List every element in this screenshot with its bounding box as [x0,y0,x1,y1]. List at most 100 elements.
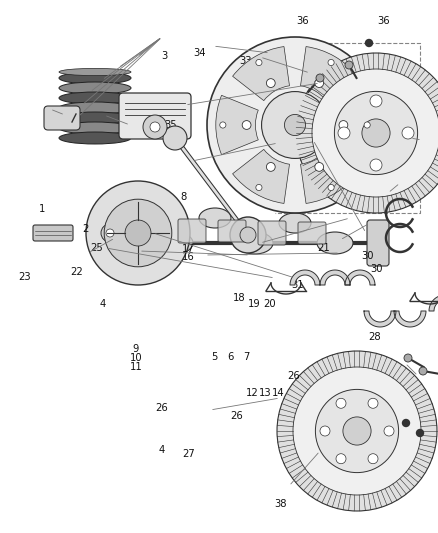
Circle shape [403,419,410,426]
Circle shape [339,120,348,130]
Circle shape [315,163,324,171]
Text: 34: 34 [193,49,205,58]
Circle shape [220,122,226,128]
Circle shape [293,367,421,495]
Text: 30: 30 [362,251,374,261]
Text: 5: 5 [212,352,218,362]
Text: 35: 35 [165,120,177,130]
Ellipse shape [59,92,131,104]
Circle shape [230,217,266,253]
Circle shape [328,59,334,66]
Text: 4: 4 [159,446,165,455]
Wedge shape [332,95,374,155]
Circle shape [312,69,438,197]
FancyBboxPatch shape [276,121,288,165]
Text: 27: 27 [182,449,195,459]
Ellipse shape [59,72,131,84]
Ellipse shape [59,132,131,144]
Circle shape [368,398,378,408]
Ellipse shape [59,112,131,124]
Polygon shape [429,295,438,311]
FancyBboxPatch shape [258,221,286,245]
Wedge shape [233,46,290,101]
Text: 19: 19 [247,299,261,309]
Circle shape [207,37,383,213]
Text: 21: 21 [318,243,331,253]
Circle shape [106,229,114,237]
Circle shape [404,354,412,362]
Circle shape [336,398,346,408]
Text: 16: 16 [182,253,195,262]
Circle shape [86,181,190,285]
Circle shape [328,184,334,191]
Ellipse shape [59,68,131,76]
Text: 26: 26 [230,411,243,421]
Text: 9: 9 [133,344,139,354]
Circle shape [315,79,324,87]
Circle shape [315,390,399,473]
FancyBboxPatch shape [119,93,191,139]
Text: 26: 26 [155,403,169,413]
Circle shape [104,199,172,267]
Circle shape [163,126,187,150]
Circle shape [150,122,160,132]
Text: 20: 20 [263,299,276,309]
Text: 12: 12 [245,389,258,398]
Circle shape [384,426,394,436]
Circle shape [277,351,437,511]
Circle shape [256,59,262,66]
Text: 25: 25 [90,243,103,253]
FancyBboxPatch shape [298,222,326,244]
Text: 6: 6 [227,352,233,362]
Circle shape [368,454,378,464]
FancyBboxPatch shape [367,220,389,266]
Circle shape [316,74,324,82]
Circle shape [370,95,382,107]
Circle shape [338,127,350,139]
Text: 30: 30 [371,264,383,274]
Text: 4: 4 [100,299,106,309]
Circle shape [417,430,424,437]
Circle shape [101,224,119,242]
Ellipse shape [59,82,131,94]
Circle shape [364,122,370,128]
Circle shape [334,91,417,175]
Text: 22: 22 [70,267,83,277]
Circle shape [266,79,275,87]
Text: 26: 26 [287,371,300,381]
Wedge shape [216,95,258,155]
Text: 40: 40 [399,433,411,443]
Text: 31: 31 [292,280,304,290]
Text: 14: 14 [272,389,284,398]
Circle shape [125,220,151,246]
Circle shape [242,120,251,130]
Circle shape [261,92,328,158]
Text: 13: 13 [259,389,271,398]
Wedge shape [300,149,357,204]
Text: 10: 10 [130,353,142,363]
Circle shape [402,127,414,139]
Text: 1: 1 [39,204,45,214]
Wedge shape [233,149,290,204]
Ellipse shape [279,213,311,233]
Circle shape [143,115,167,139]
Ellipse shape [59,102,131,114]
Text: 2: 2 [82,224,88,234]
Text: 7: 7 [244,352,250,362]
Ellipse shape [59,122,131,134]
Circle shape [284,115,306,135]
Circle shape [343,417,371,445]
Polygon shape [320,270,350,285]
Circle shape [336,454,346,464]
Polygon shape [290,270,320,285]
FancyBboxPatch shape [44,106,80,130]
FancyBboxPatch shape [33,225,73,241]
Ellipse shape [157,232,193,254]
Circle shape [320,426,330,436]
Circle shape [362,119,390,147]
Polygon shape [364,311,396,327]
Circle shape [345,61,353,69]
Ellipse shape [317,232,353,254]
Text: 38: 38 [274,499,286,508]
Circle shape [266,163,275,171]
